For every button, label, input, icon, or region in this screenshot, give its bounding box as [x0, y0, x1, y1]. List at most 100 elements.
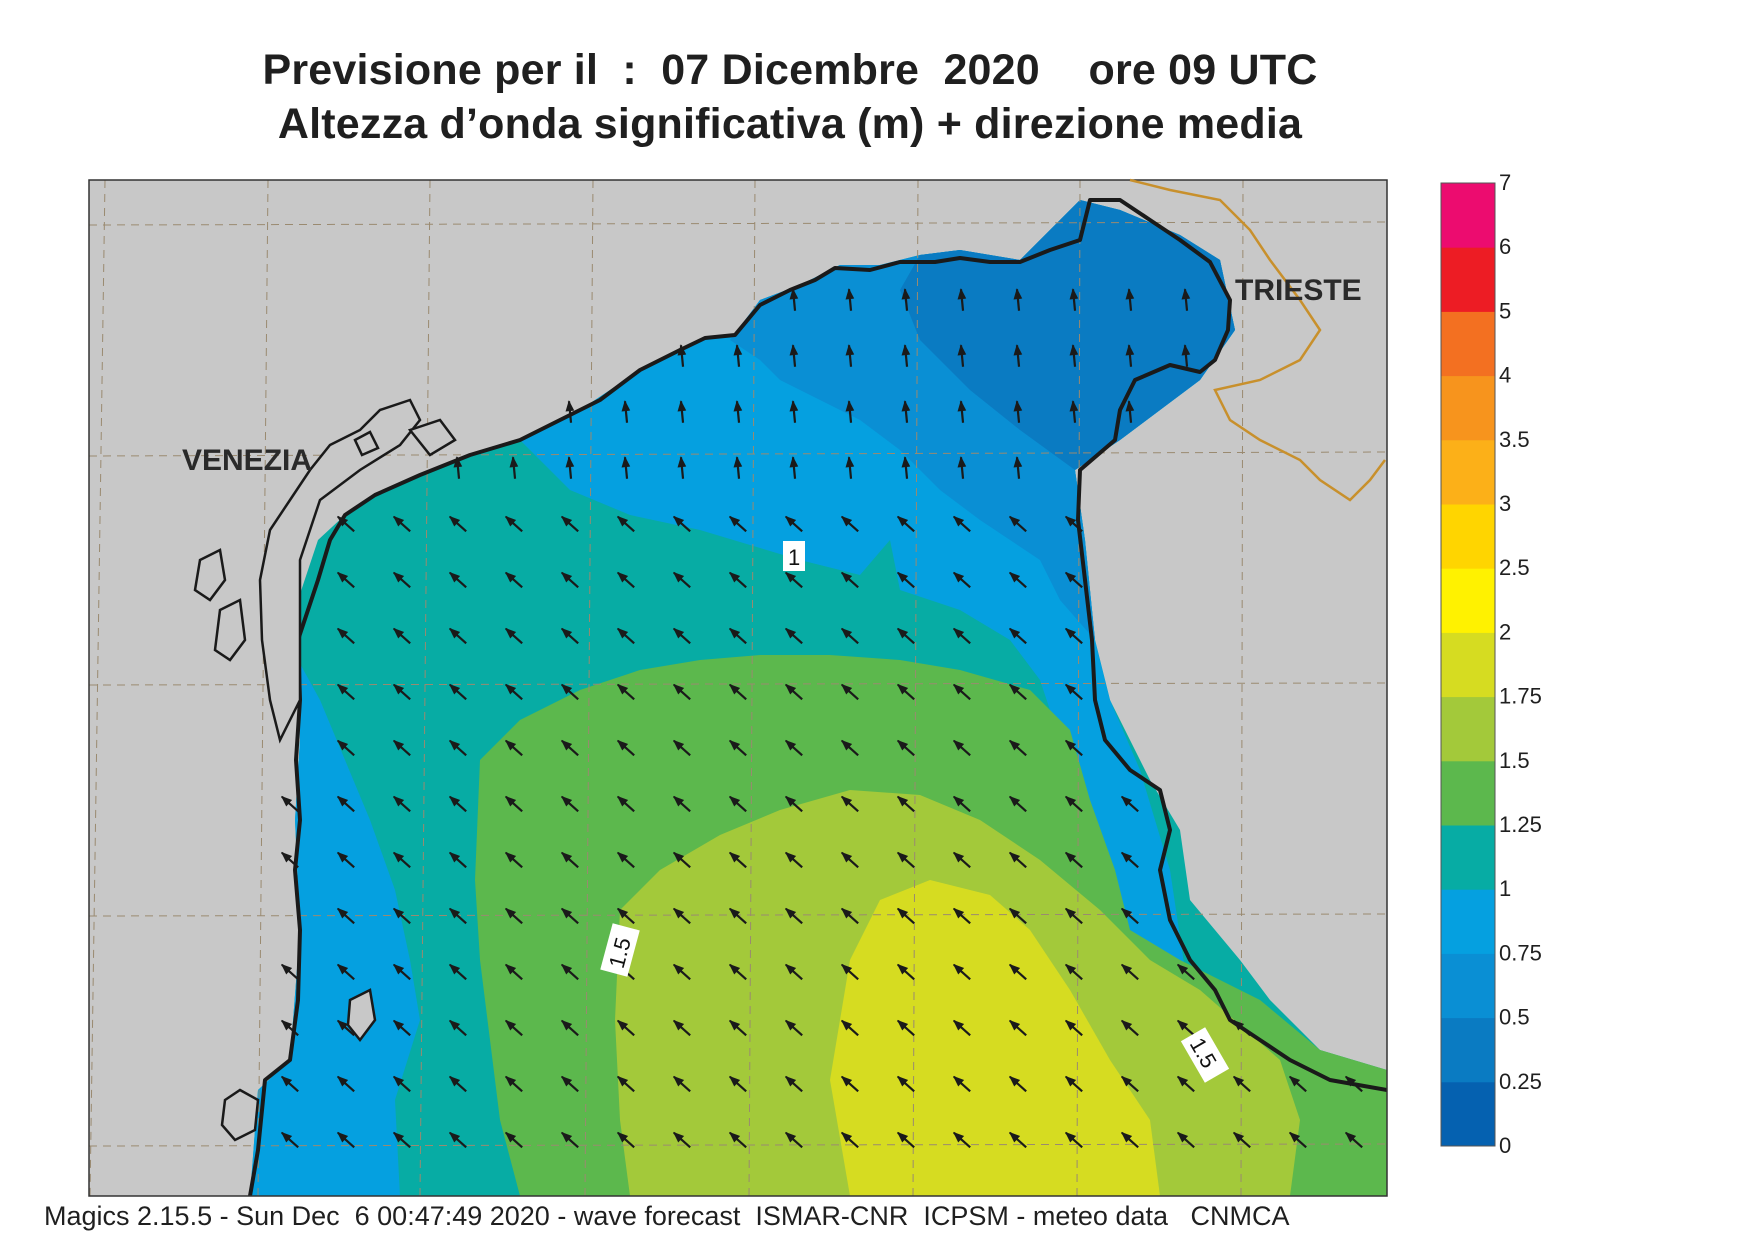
wave-arrow: [729, 571, 747, 589]
legend-tick-label: 1.75: [1499, 684, 1542, 709]
wave-arrow: [673, 515, 691, 533]
wave-arrow: [1177, 963, 1195, 981]
wave-arrow: [393, 851, 411, 869]
legend-tick-label: 5: [1499, 298, 1511, 323]
wave-arrow: [841, 683, 859, 701]
wave-arrow: [561, 627, 579, 645]
wave-arrow: [393, 515, 411, 533]
wave-arrow: [729, 795, 747, 813]
wave-arrow: [897, 683, 915, 701]
wave-arrow: [449, 1019, 467, 1037]
wave-arrow: [841, 1131, 859, 1149]
wave-arrow: [897, 515, 915, 533]
wave-arrow: [449, 1075, 467, 1093]
legend-swatch: [1441, 375, 1495, 441]
wave-arrow: [393, 1131, 411, 1149]
wave-arrow: [337, 683, 355, 701]
wave-arrow: [561, 1075, 579, 1093]
wave-arrow: [785, 1131, 803, 1149]
wave-arrow: [841, 795, 859, 813]
legend-tick-label: 1.25: [1499, 812, 1542, 837]
wave-arrow: [841, 739, 859, 757]
wave-arrow: [1065, 1131, 1083, 1149]
footer-credits: Magics 2.15.5 - Sun Dec 6 00:47:49 2020 …: [44, 1201, 1290, 1231]
wave-arrow: [897, 739, 915, 757]
wave-arrow: [449, 627, 467, 645]
legend-tick-label: 3: [1499, 491, 1511, 516]
wave-arrow: [1125, 344, 1135, 367]
contour-label-1-group: 1: [783, 541, 805, 571]
wave-arrow: [957, 456, 967, 479]
wave-arrow: [617, 1131, 635, 1149]
wave-arrow: [901, 344, 911, 367]
wave-arrow: [393, 795, 411, 813]
wave-arrow: [561, 683, 579, 701]
legend-swatch: [1441, 311, 1495, 377]
map-title: Previsione per il : 07 Dicembre 2020 ore…: [262, 46, 1318, 94]
legend-tick-label: 7: [1499, 170, 1511, 195]
legend-tick-label: 2.5: [1499, 555, 1530, 580]
wave-arrow: [789, 456, 799, 479]
wave-arrow: [1069, 344, 1079, 367]
wave-arrow: [449, 851, 467, 869]
wave-arrow: [453, 456, 463, 479]
wave-arrow: [617, 683, 635, 701]
wave-arrow: [1009, 963, 1027, 981]
wave-arrow: [393, 1019, 411, 1037]
wave-arrow: [617, 627, 635, 645]
wave-arrow: [1009, 1131, 1027, 1149]
legend-swatch: [1441, 953, 1495, 1019]
wave-arrow: [733, 456, 743, 479]
wave-arrow: [673, 795, 691, 813]
wave-arrow: [1181, 344, 1191, 367]
wave-arrow: [281, 963, 299, 981]
wave-arrow: [561, 739, 579, 757]
wave-arrow: [953, 515, 971, 533]
wave-arrow: [1121, 907, 1139, 925]
wave-arrow: [953, 963, 971, 981]
wave-arrow: [845, 400, 855, 423]
wave-arrow: [281, 795, 299, 813]
place-label-venezia: VENEZIA: [182, 444, 312, 477]
wave-arrow: [729, 515, 747, 533]
legend-tick-label: 0.25: [1499, 1069, 1542, 1094]
map-subtitle: Altezza d’onda significativa (m) + direz…: [277, 100, 1303, 148]
wave-arrow: [281, 1019, 299, 1037]
wave-arrow: [897, 907, 915, 925]
wave-arrow: [1121, 795, 1139, 813]
wave-arrow: [673, 1131, 691, 1149]
wave-arrow: [393, 1075, 411, 1093]
legend-swatch: [1441, 889, 1495, 954]
coastline: [248, 198, 1387, 1196]
wave-arrow: [673, 1075, 691, 1093]
wave-arrow: [673, 683, 691, 701]
wave-arrow: [1013, 288, 1023, 311]
wave-arrow: [1013, 400, 1023, 423]
wave-arrow: [957, 288, 967, 311]
wave-arrow: [505, 1075, 523, 1093]
wave-arrow: [1009, 739, 1027, 757]
wave-arrow: [1009, 1019, 1027, 1037]
wave-arrow: [785, 1019, 803, 1037]
wave-arrow: [729, 851, 747, 869]
wave-arrow: [1289, 1075, 1307, 1093]
wave-arrow: [505, 851, 523, 869]
wave-arrow: [505, 683, 523, 701]
wave-arrow: [505, 1019, 523, 1037]
wave-arrow: [337, 571, 355, 589]
wave-arrow: [953, 795, 971, 813]
wave-arrow: [729, 1019, 747, 1037]
wave-arrow: [281, 1131, 299, 1149]
wave-arrow: [841, 963, 859, 981]
wave-arrow: [337, 1075, 355, 1093]
wave-arrow: [785, 907, 803, 925]
wave-arrow: [1233, 1131, 1251, 1149]
wave-arrow: [957, 344, 967, 367]
wave-arrow: [449, 683, 467, 701]
wave-arrow: [733, 344, 743, 367]
wave-arrow: [901, 288, 911, 311]
wave-arrow: [561, 963, 579, 981]
map-frame: [88, 179, 1388, 1197]
wave-arrow: [561, 851, 579, 869]
wave-arrow: [1009, 683, 1027, 701]
